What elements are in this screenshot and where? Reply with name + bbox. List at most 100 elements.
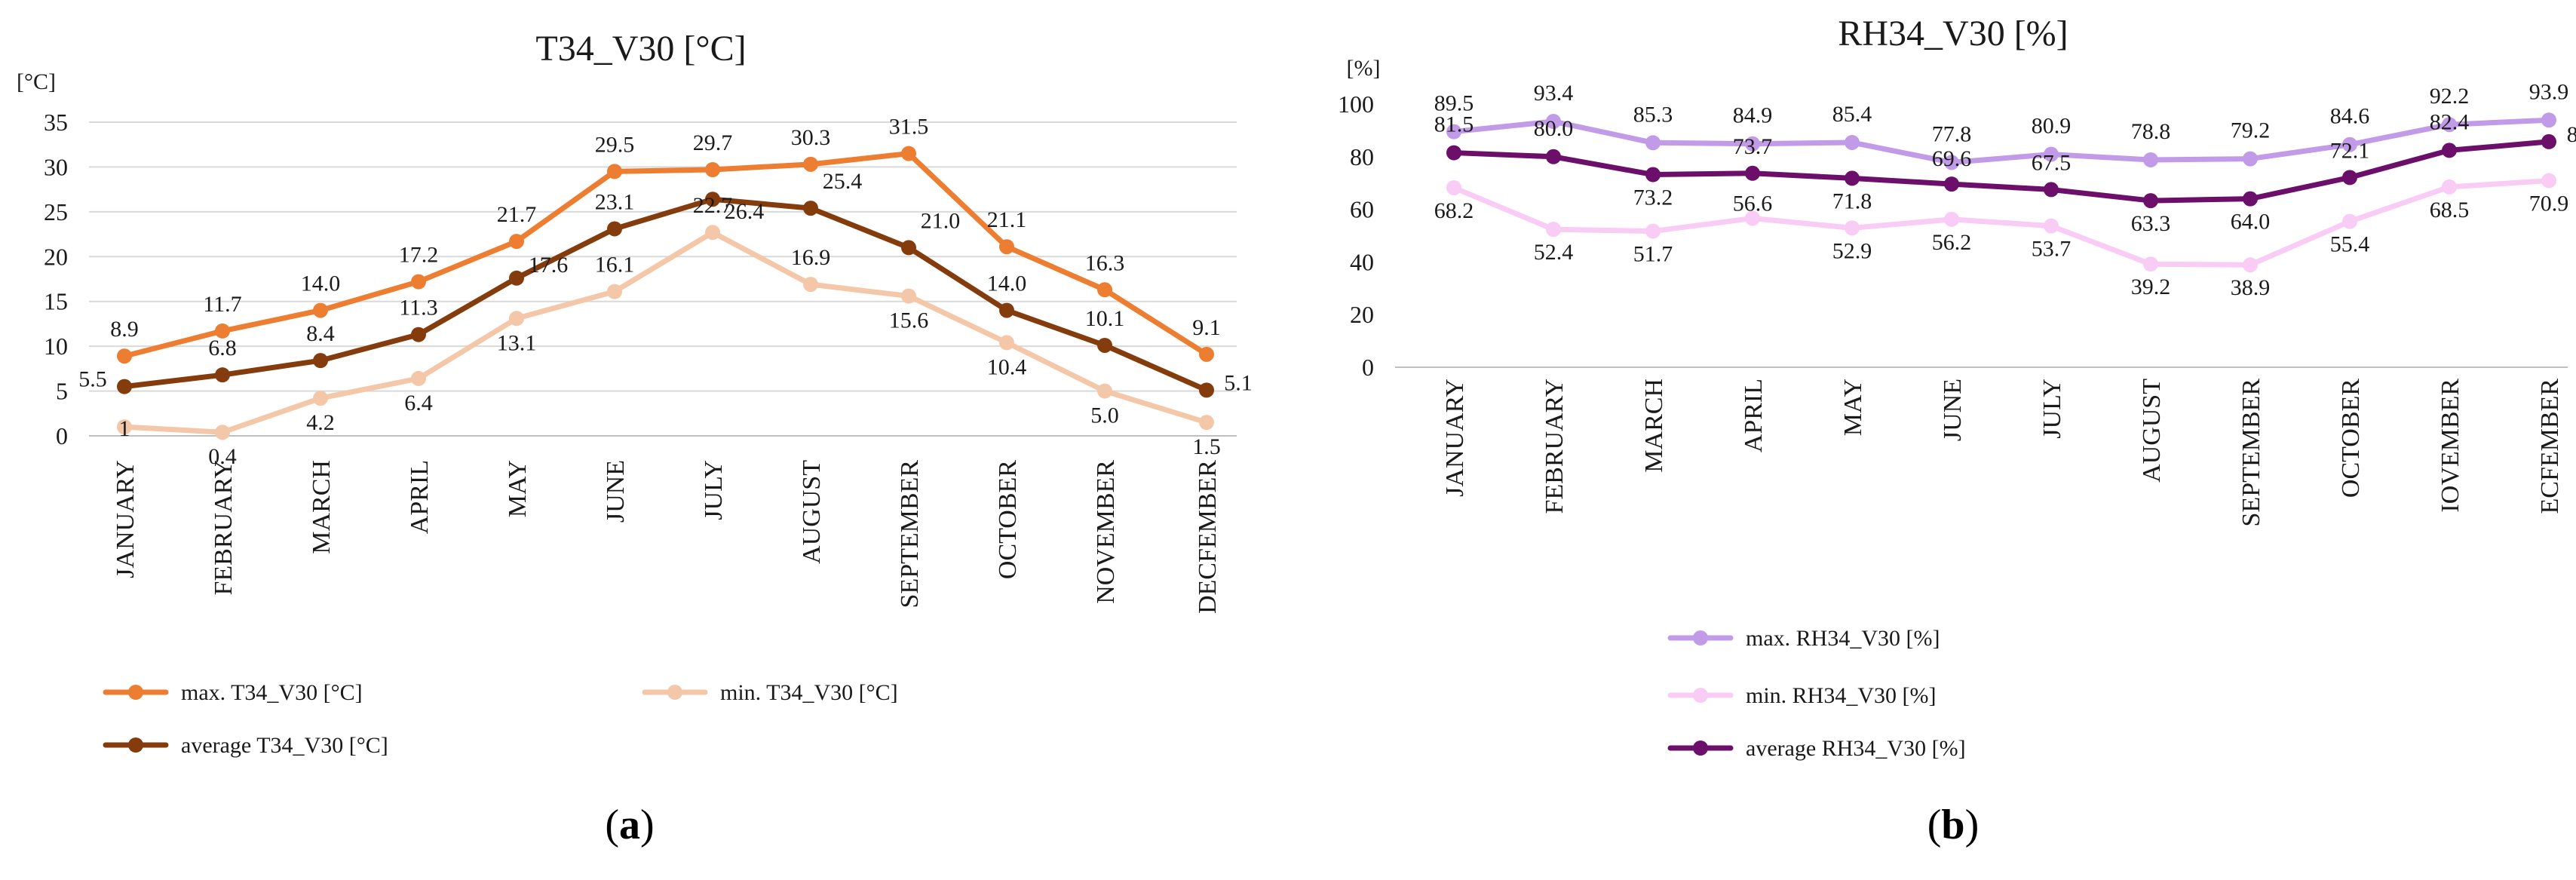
data-label: 21.1 [987, 207, 1027, 232]
data-label: 31.5 [889, 115, 929, 140]
legend-swatch-marker [128, 737, 143, 753]
x-tick-label: FEBRUARY [210, 460, 238, 596]
legend-swatch-marker [1693, 688, 1708, 703]
panel-label-close-paren: ) [1965, 802, 1980, 848]
y-tick-label: 80 [1350, 143, 1374, 170]
data-point [1446, 124, 1461, 140]
data-label: 68.2 [1434, 198, 1474, 223]
panel-label-letter: b [1941, 802, 1964, 848]
x-tick-label: JUNE [602, 460, 630, 523]
data-label: 68.5 [2430, 198, 2470, 222]
data-point [411, 327, 426, 342]
data-label: 92.2 [2430, 84, 2470, 109]
data-point [705, 161, 720, 177]
y-tick-label: 60 [1350, 196, 1374, 223]
data-label: 21.0 [921, 208, 961, 233]
series-line [121, 151, 1210, 359]
data-label: 38.9 [2231, 275, 2271, 300]
y-axis-unit-label: [%] [1347, 56, 1381, 81]
data-label: 17.6 [529, 253, 569, 277]
panel-label-letter: a [619, 802, 640, 848]
chart-panel-b: RH34_V30 [%] [%] 0 20 40 60 80 100 JANUARY FEBRUA… [1338, 14, 2576, 848]
data-point [1944, 176, 1959, 192]
data-point [1097, 383, 1112, 399]
x-tick-label: OCTOBER [2337, 379, 2365, 498]
x-tick-label: IOVEMBER [2436, 379, 2464, 513]
data-point [2243, 151, 2258, 167]
data-point [2442, 143, 2457, 158]
data-point [1845, 134, 1860, 150]
data-point [901, 288, 916, 304]
data-label: 84.9 [1733, 103, 1773, 128]
data-point [2342, 170, 2357, 186]
x-tick-label: MARCH [1640, 379, 1668, 473]
data-point [1745, 136, 1760, 152]
y-tick-label: 15 [44, 288, 68, 315]
chart-title: T34_V30 [°C] [535, 29, 746, 69]
data-label: 55.4 [2330, 232, 2370, 257]
x-tick-label: JULY [2038, 379, 2066, 439]
data-label: 5.0 [1090, 403, 1119, 428]
data-label: 52.4 [1534, 240, 1574, 265]
data-point [2541, 133, 2556, 149]
x-tick-label: SEPTEMBER [2237, 379, 2265, 527]
data-point [1845, 220, 1860, 236]
data-point [509, 234, 524, 250]
chart-title: RH34_V30 [%] [1838, 14, 2068, 54]
y-tick-label: 20 [1350, 301, 1374, 328]
data-point [607, 284, 622, 299]
data-point [509, 311, 524, 327]
data-label: 25.4 [823, 169, 863, 194]
data-point [1199, 415, 1214, 431]
data-label: 29.5 [595, 132, 635, 157]
x-tick-label: SEPTEMBER [896, 460, 924, 609]
x-tick-label: JUNE [1939, 379, 1967, 441]
series-line [1451, 178, 2552, 268]
data-point [1745, 210, 1760, 226]
data-label: 15.6 [889, 308, 929, 333]
data-point [999, 335, 1014, 351]
y-tick-label: 30 [44, 153, 68, 180]
y-tick-label: 25 [44, 198, 68, 225]
data-point [1446, 145, 1461, 161]
data-point [215, 323, 230, 339]
data-point [1199, 346, 1214, 362]
data-point [999, 302, 1014, 318]
legend-swatch-marker [128, 685, 143, 700]
data-point [2143, 193, 2158, 209]
data-point [1546, 114, 1561, 130]
data-point [2541, 112, 2556, 128]
data-label: 85.3 [1633, 102, 1673, 127]
x-tick-label: JANUARY [1441, 379, 1469, 497]
data-point [2243, 257, 2258, 273]
y-axis-unit-label: [°C] [17, 69, 56, 94]
legend-entry: min. T34_V30 [°C] [642, 680, 898, 705]
data-label: 64.0 [2231, 210, 2271, 235]
data-label: 67.5 [2032, 150, 2072, 175]
data-point [2143, 152, 2158, 167]
data-point [313, 353, 328, 369]
data-label: 63.3 [2131, 211, 2171, 236]
panel-label-open-paren: ( [1927, 802, 1942, 848]
chart-panel-a: T34_V30 [°C] [°C] 0 5 10 15 20 25 30 35 JANUARY FEB… [17, 29, 1253, 848]
legend-label: min. T34_V30 [°C] [720, 680, 898, 705]
data-point [2541, 173, 2556, 189]
data-label: 53.7 [2032, 237, 2072, 262]
data-point [411, 370, 426, 386]
data-point [1546, 149, 1561, 164]
data-point [1446, 179, 1461, 195]
legend-swatch-marker [1693, 740, 1708, 756]
legend-label: max. T34_V30 [°C] [181, 680, 363, 705]
y-tick-label: 0 [56, 422, 68, 449]
data-point [313, 302, 328, 318]
data-point [803, 277, 818, 293]
y-tick-label: 35 [44, 109, 68, 136]
data-point [2143, 256, 2158, 272]
y-tick-label: 10 [44, 333, 68, 360]
data-point [607, 164, 622, 179]
data-label: 0.4 [208, 444, 237, 469]
data-label: 73.7 [1733, 134, 1773, 159]
x-tick-label: DECFEMBER [1194, 460, 1222, 614]
data-label: 56.2 [1932, 230, 1972, 255]
